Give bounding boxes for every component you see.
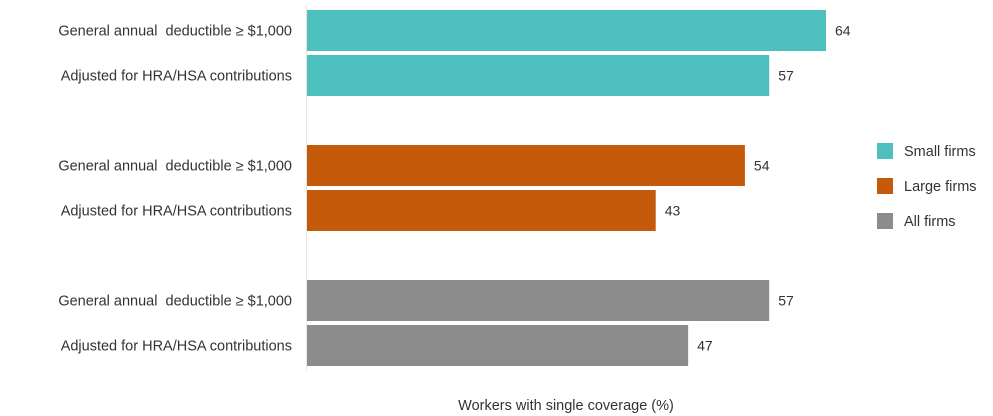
legend-swatch: [877, 178, 893, 194]
legend-swatch: [877, 143, 893, 159]
bar-all-firms-1: [307, 325, 689, 366]
legend-label: Small firms: [904, 144, 976, 160]
bar-large-firms-1: [307, 190, 656, 231]
value-label: 54: [754, 158, 770, 174]
value-labels: 64 57 54 43 57 47: [665, 23, 851, 354]
bar-large-firms-0: [307, 145, 745, 186]
legend-label: All firms: [904, 214, 956, 230]
bar-small-firms-0: [307, 10, 826, 51]
value-label: 64: [835, 23, 851, 39]
category-label: General annual deductible ≥ $1,000: [58, 24, 292, 40]
bar-small-firms-1: [307, 55, 770, 96]
category-label: Adjusted for HRA/HSA contributions: [61, 69, 292, 85]
value-label: 43: [665, 203, 681, 219]
category-label: Adjusted for HRA/HSA contributions: [61, 339, 292, 355]
bars-group: [307, 10, 826, 366]
legend: Small firms Large firms All firms: [877, 143, 977, 230]
x-axis-title: Workers with single coverage (%): [458, 398, 674, 414]
value-label: 47: [697, 338, 713, 354]
value-label: 57: [778, 68, 794, 84]
category-labels: General annual deductible ≥ $1,000 Adjust…: [58, 24, 292, 355]
legend-label: Large firms: [904, 179, 977, 195]
legend-swatch: [877, 213, 893, 229]
value-label: 57: [778, 293, 794, 309]
category-label: Adjusted for HRA/HSA contributions: [61, 204, 292, 220]
category-label: General annual deductible ≥ $1,000: [58, 159, 292, 175]
bar-all-firms-0: [307, 280, 770, 321]
category-label: General annual deductible ≥ $1,000: [58, 294, 292, 310]
